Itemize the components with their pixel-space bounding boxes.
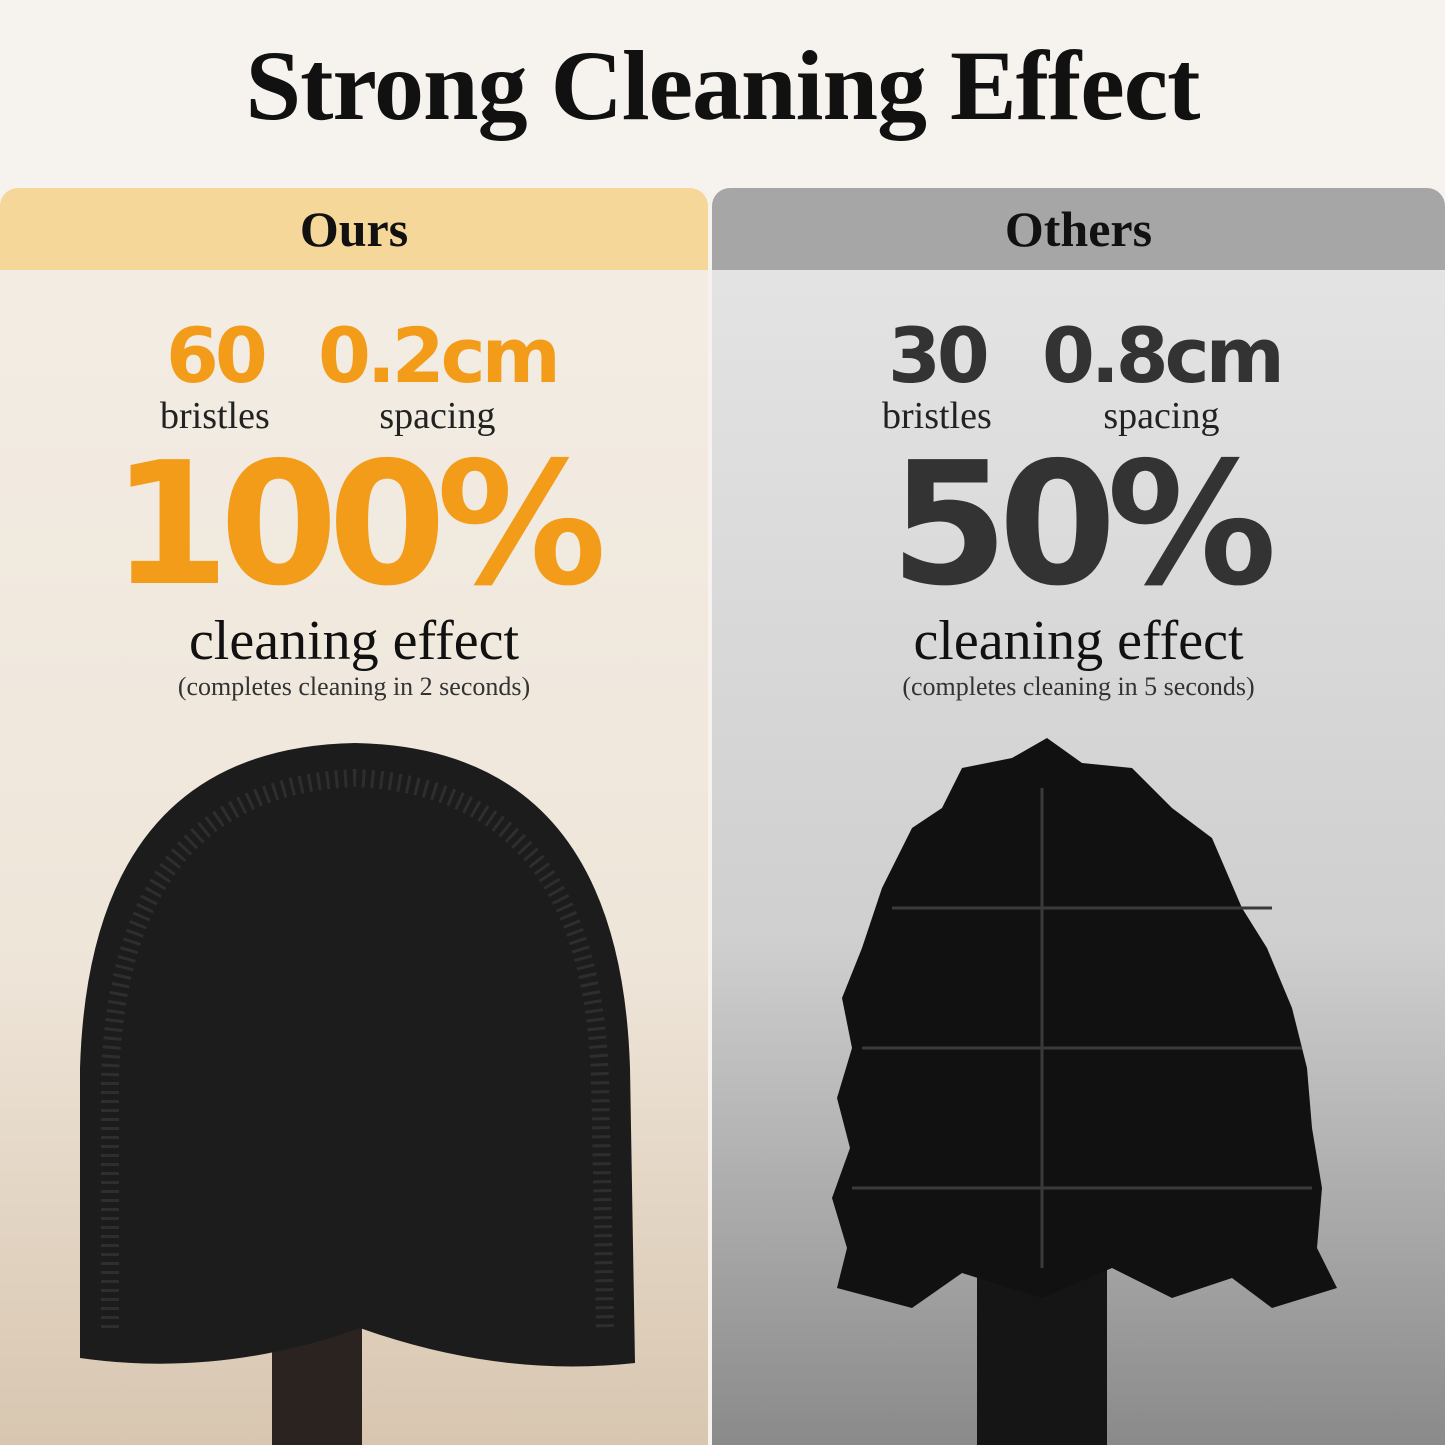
page-title: Strong Cleaning Effect [245,30,1201,141]
others-bristles: 30 bristles [882,311,992,437]
ours-spacing-label: spacing [379,395,496,437]
others-effect-percent: 50% [890,426,1277,624]
dense-brush-image [80,743,635,1445]
others-header: Others [712,188,1445,270]
ours-bristles: 60 bristles [160,311,270,437]
others-spacing-label: spacing [1103,395,1220,437]
ours-effect-label: cleaning effect [188,610,520,672]
sparse-brush-image [832,738,1337,1445]
ours-header: Ours [0,188,708,270]
others-effect-label: cleaning effect [913,610,1244,672]
ours-spacing-value: 0.2cm [318,311,561,400]
ours-spacing: 0.2cm spacing [318,311,561,437]
ours-effect-note: (completes cleaning in 2 seconds) [177,672,531,701]
ours-panel: Ours 60 bristles 0.2cm spacing 100% clea… [0,188,708,1445]
others-panel: Others 30 bristles 0.8cm spacing 50% cle… [712,188,1445,1445]
others-spacing-value: 0.8cm [1042,311,1285,400]
ours-bristles-label: bristles [160,395,270,437]
ours-bristles-value: 60 [166,311,268,400]
ours-effect-percent: 100% [111,426,606,624]
others-bristles-label: bristles [882,395,992,437]
others-effect-note: (completes cleaning in 5 seconds) [902,672,1255,701]
others-bristles-value: 30 [888,311,990,400]
others-spacing: 0.8cm spacing [1042,311,1285,437]
